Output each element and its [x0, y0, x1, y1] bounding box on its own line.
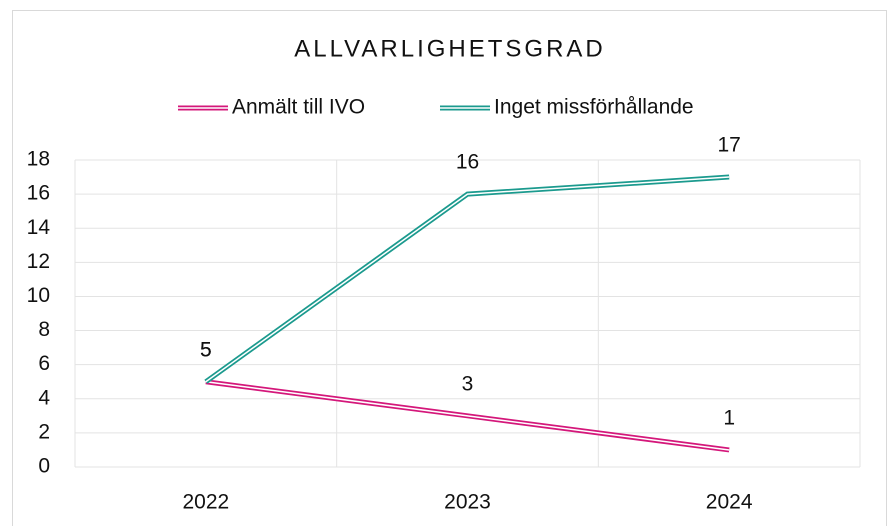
y-tick-label: 16 — [27, 182, 50, 205]
series-line-inner — [205, 380, 730, 451]
y-tick-label: 2 — [38, 420, 50, 443]
chart-border — [12, 10, 887, 526]
y-tick-label: 4 — [38, 386, 50, 409]
y-tick-label: 0 — [38, 455, 50, 478]
y-tick-label: 12 — [27, 250, 50, 273]
x-tick-label: 2024 — [706, 491, 753, 514]
chart-title: ALLVARLIGHETSGRAD — [294, 35, 606, 62]
data-label: 5 — [200, 338, 212, 361]
data-label: 3 — [462, 372, 474, 395]
y-tick-label: 10 — [27, 284, 50, 307]
data-label: 16 — [456, 151, 479, 174]
legend-label: Anmält till IVO — [232, 96, 365, 119]
series-line-inner — [205, 176, 730, 383]
y-tick-label: 8 — [38, 318, 50, 341]
y-tick-label: 6 — [38, 352, 50, 375]
data-label: 17 — [717, 134, 740, 157]
legend-label: Inget missförhållande — [494, 96, 694, 119]
y-tick-label: 14 — [27, 216, 51, 239]
y-tick-label: 18 — [27, 148, 50, 171]
x-tick-label: 2023 — [444, 491, 491, 514]
data-label: 5 — [200, 338, 212, 361]
data-label: 1 — [723, 406, 735, 429]
x-tick-label: 2022 — [182, 491, 229, 514]
